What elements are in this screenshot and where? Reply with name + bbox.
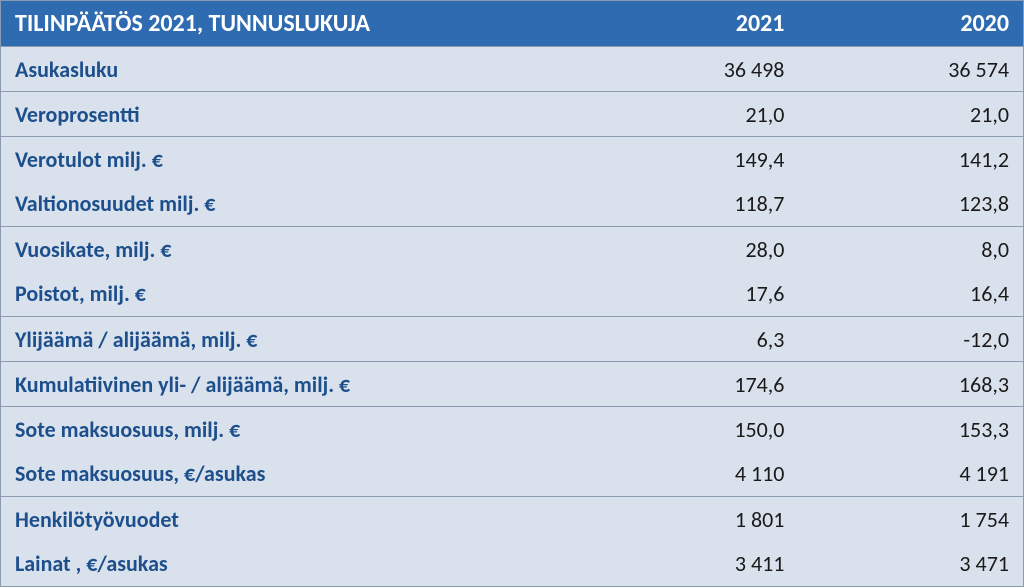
value-2021: 28,0 bbox=[573, 227, 798, 272]
table-row: Sote maksuosuus, €/asukas4 1104 191 bbox=[1, 452, 1024, 497]
value-2021: 149,4 bbox=[573, 137, 798, 182]
table-row: Lainat , €/asukas3 4113 471 bbox=[1, 542, 1024, 587]
row-label: Valtionosuudet milj. € bbox=[1, 182, 574, 227]
col-header-2020: 2020 bbox=[798, 1, 1023, 47]
row-label: Kumulatiivinen yli- / alijäämä, milj. € bbox=[1, 362, 574, 407]
value-2020: 1 754 bbox=[798, 497, 1023, 542]
value-2020: 8,0 bbox=[798, 227, 1023, 272]
row-label: Lainat , €/asukas bbox=[1, 542, 574, 587]
table-header-row: TILINPÄÄTÖS 2021, TUNNUSLUKUJA 2021 2020 bbox=[1, 1, 1024, 47]
row-label: Ylijäämä / alijäämä, milj. € bbox=[1, 317, 574, 362]
financial-table: TILINPÄÄTÖS 2021, TUNNUSLUKUJA 2021 2020… bbox=[0, 0, 1024, 587]
table-row: Kumulatiivinen yli- / alijäämä, milj. €1… bbox=[1, 362, 1024, 407]
row-label: Sote maksuosuus, €/asukas bbox=[1, 452, 574, 497]
row-label: Verotulot milj. € bbox=[1, 137, 574, 182]
row-label: Sote maksuosuus, milj. € bbox=[1, 407, 574, 452]
table-body: Asukasluku36 49836 574Veroprosentti21,02… bbox=[1, 47, 1024, 587]
row-label: Veroprosentti bbox=[1, 92, 574, 137]
value-2021: 1 801 bbox=[573, 497, 798, 542]
table-row: Poistot, milj. €17,616,4 bbox=[1, 272, 1024, 317]
row-label: Vuosikate, milj. € bbox=[1, 227, 574, 272]
value-2021: 118,7 bbox=[573, 182, 798, 227]
value-2020: 21,0 bbox=[798, 92, 1023, 137]
table-row: Ylijäämä / alijäämä, milj. €6,3-12,0 bbox=[1, 317, 1024, 362]
value-2020: 123,8 bbox=[798, 182, 1023, 227]
value-2020: 168,3 bbox=[798, 362, 1023, 407]
value-2020: 153,3 bbox=[798, 407, 1023, 452]
table-row: Vuosikate, milj. €28,08,0 bbox=[1, 227, 1024, 272]
row-label: Henkilötyövuodet bbox=[1, 497, 574, 542]
value-2020: 3 471 bbox=[798, 542, 1023, 587]
value-2021: 3 411 bbox=[573, 542, 798, 587]
value-2020: -12,0 bbox=[798, 317, 1023, 362]
table-row: Veroprosentti21,021,0 bbox=[1, 92, 1024, 137]
row-label: Asukasluku bbox=[1, 47, 574, 92]
table-row: Valtionosuudet milj. €118,7123,8 bbox=[1, 182, 1024, 227]
table-row: Verotulot milj. €149,4141,2 bbox=[1, 137, 1024, 182]
value-2020: 16,4 bbox=[798, 272, 1023, 317]
value-2020: 141,2 bbox=[798, 137, 1023, 182]
row-label: Poistot, milj. € bbox=[1, 272, 574, 317]
value-2021: 4 110 bbox=[573, 452, 798, 497]
table-row: Sote maksuosuus, milj. €150,0153,3 bbox=[1, 407, 1024, 452]
value-2021: 36 498 bbox=[573, 47, 798, 92]
table-title: TILINPÄÄTÖS 2021, TUNNUSLUKUJA bbox=[1, 1, 574, 47]
value-2020: 36 574 bbox=[798, 47, 1023, 92]
value-2021: 21,0 bbox=[573, 92, 798, 137]
value-2021: 17,6 bbox=[573, 272, 798, 317]
table-row: Asukasluku36 49836 574 bbox=[1, 47, 1024, 92]
value-2021: 150,0 bbox=[573, 407, 798, 452]
col-header-2021: 2021 bbox=[573, 1, 798, 47]
value-2021: 6,3 bbox=[573, 317, 798, 362]
table-row: Henkilötyövuodet1 8011 754 bbox=[1, 497, 1024, 542]
value-2020: 4 191 bbox=[798, 452, 1023, 497]
value-2021: 174,6 bbox=[573, 362, 798, 407]
